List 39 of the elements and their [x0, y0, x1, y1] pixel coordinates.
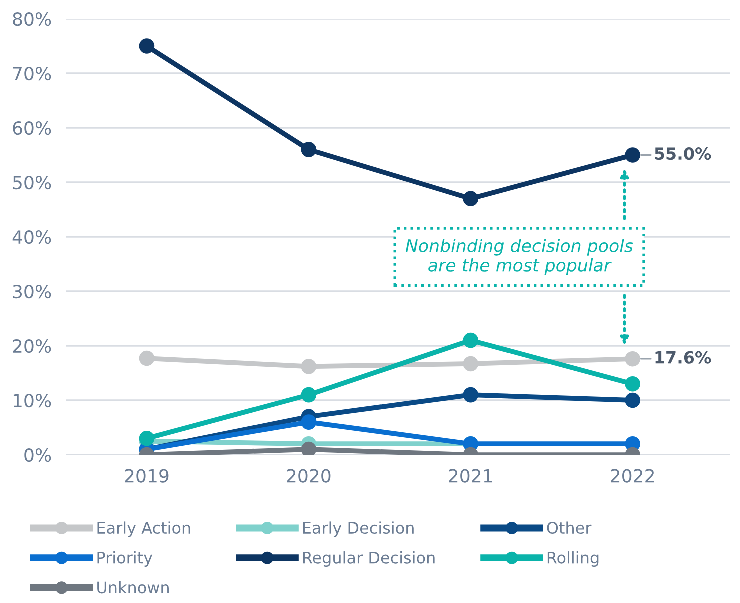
point: [301, 142, 317, 158]
y-tick-label: 70%: [13, 66, 52, 81]
point: [301, 359, 317, 374]
legend-label: Early Decision: [303, 522, 414, 538]
point: [301, 387, 317, 403]
legend-label: Early Action: [98, 522, 190, 538]
point: [139, 38, 155, 54]
point: [301, 414, 317, 430]
point: [463, 387, 479, 403]
annotation: 17.6%: [656, 351, 712, 364]
y-tick-label: 60%: [13, 121, 52, 136]
y-tick-label: 40%: [12, 230, 52, 244]
legend-label: Rolling: [548, 552, 599, 567]
x-tick-label: 2020: [287, 469, 331, 483]
point: [463, 191, 479, 206]
legend-label: Priority: [98, 552, 153, 567]
point: [625, 351, 640, 367]
annotation: Nonbinding decision pools are the most popular: [406, 239, 634, 276]
legend-label: Unknown: [98, 581, 169, 594]
annotation: 55.0%: [655, 147, 712, 160]
y-tick-label: 80%: [13, 12, 52, 26]
point: [463, 332, 479, 348]
x-tick-label: 2021: [449, 469, 492, 483]
y-tick-label: 30%: [13, 284, 52, 299]
point: [625, 376, 640, 392]
point: [625, 392, 640, 408]
point: [463, 356, 479, 372]
x-tick-label: 2022: [611, 469, 654, 483]
point: [625, 148, 640, 163]
point: [139, 431, 155, 446]
x-tick-label: 2019: [125, 469, 169, 483]
point: [301, 442, 317, 455]
y-tick-label: 20%: [13, 339, 52, 354]
y-tick-label: 0%: [24, 448, 52, 462]
y-tick-label: 10%: [14, 394, 52, 408]
legend-label: Other: [547, 522, 592, 534]
y-tick-label: 50%: [13, 176, 52, 190]
point: [139, 350, 155, 366]
legend-label: Regular Decision: [303, 552, 435, 567]
